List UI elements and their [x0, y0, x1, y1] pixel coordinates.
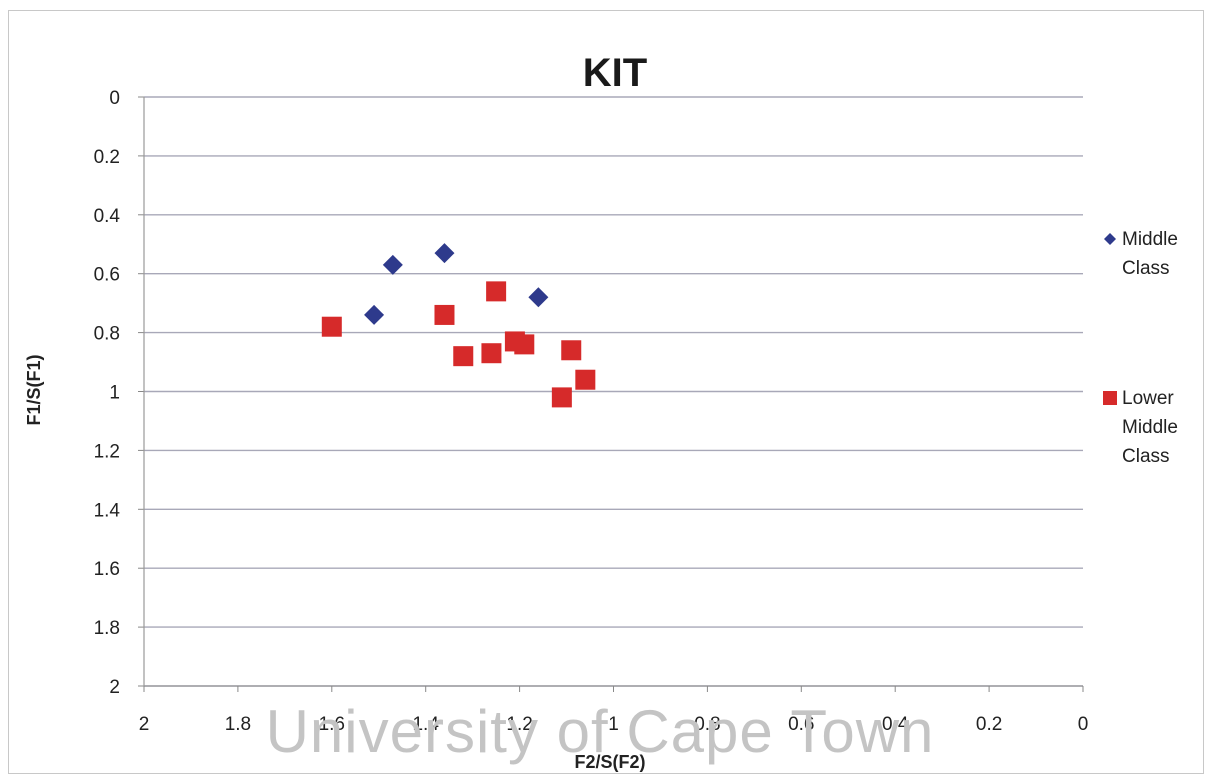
- data-point-lower-middle-class: [575, 369, 596, 390]
- data-point-lower-middle-class: [434, 304, 455, 325]
- legend-marker-middle-class: [1104, 233, 1116, 245]
- y-tick-label: 1.2: [94, 441, 120, 462]
- data-point-lower-middle-class: [486, 281, 507, 302]
- grid-lines: [144, 96, 1083, 687]
- y-tick-label: 1.4: [94, 500, 121, 521]
- data-point-lower-middle-class: [321, 316, 342, 337]
- legend: Middle Class Lower Middle Class: [1103, 229, 1178, 467]
- x-tick-label: 1.6: [319, 714, 345, 735]
- x-tick-label: 0.6: [788, 714, 814, 735]
- y-tick-label: 0.8: [94, 324, 120, 345]
- y-tick-label: 0.6: [94, 265, 120, 286]
- data-point-middle-class: [382, 254, 403, 275]
- x-axis-title: F2/S(F2): [574, 752, 645, 772]
- x-tick-label: 1.2: [506, 714, 532, 735]
- x-tick-label: 0.4: [882, 714, 909, 735]
- legend-label: Middle: [1122, 417, 1178, 438]
- watermark: University of Cape Town: [266, 698, 935, 765]
- x-tick-label: 0: [1078, 714, 1089, 735]
- x-tick-label: 1.8: [225, 714, 251, 735]
- x-tick-label: 1.4: [412, 714, 439, 735]
- legend-label: Class: [1122, 258, 1170, 279]
- x-tick-label: 0.8: [694, 714, 720, 735]
- x-tick-label: 0.2: [976, 714, 1002, 735]
- y-axis-title: F1/S(F1): [24, 354, 44, 425]
- y-tick-label: 1.6: [94, 559, 120, 580]
- data-point-lower-middle-class: [551, 387, 572, 408]
- axes: [138, 96, 1084, 692]
- data-points: [321, 243, 596, 408]
- data-point-lower-middle-class: [481, 343, 502, 364]
- x-tick-label: 2: [139, 714, 150, 735]
- legend-marker-lower-middle-class: [1103, 391, 1117, 405]
- legend-label: Middle: [1122, 229, 1178, 250]
- data-point-middle-class: [528, 287, 549, 308]
- chart-title: KIT: [583, 51, 647, 95]
- y-tick-label: 0.4: [94, 206, 121, 227]
- legend-label: Class: [1122, 446, 1170, 467]
- x-tick-label: 1: [608, 714, 619, 735]
- y-tick-label: 1.8: [94, 618, 120, 639]
- data-point-lower-middle-class: [514, 334, 535, 355]
- data-point-lower-middle-class: [453, 346, 474, 367]
- data-point-middle-class: [434, 243, 455, 264]
- y-tick-label: 1: [109, 383, 120, 404]
- legend-label: Lower: [1122, 388, 1174, 409]
- data-point-middle-class: [364, 304, 385, 325]
- tick-labels: 0 0.2 0.4 0.6 0.8 1 1.2 1.4 1.6 1.8 22 1.8 1.6 1.4 1.2…: [94, 88, 1089, 735]
- data-point-lower-middle-class: [561, 340, 582, 361]
- y-tick-label: 2: [109, 677, 120, 698]
- y-tick-label: 0.2: [94, 147, 120, 168]
- y-tick-label: 0: [109, 88, 120, 109]
